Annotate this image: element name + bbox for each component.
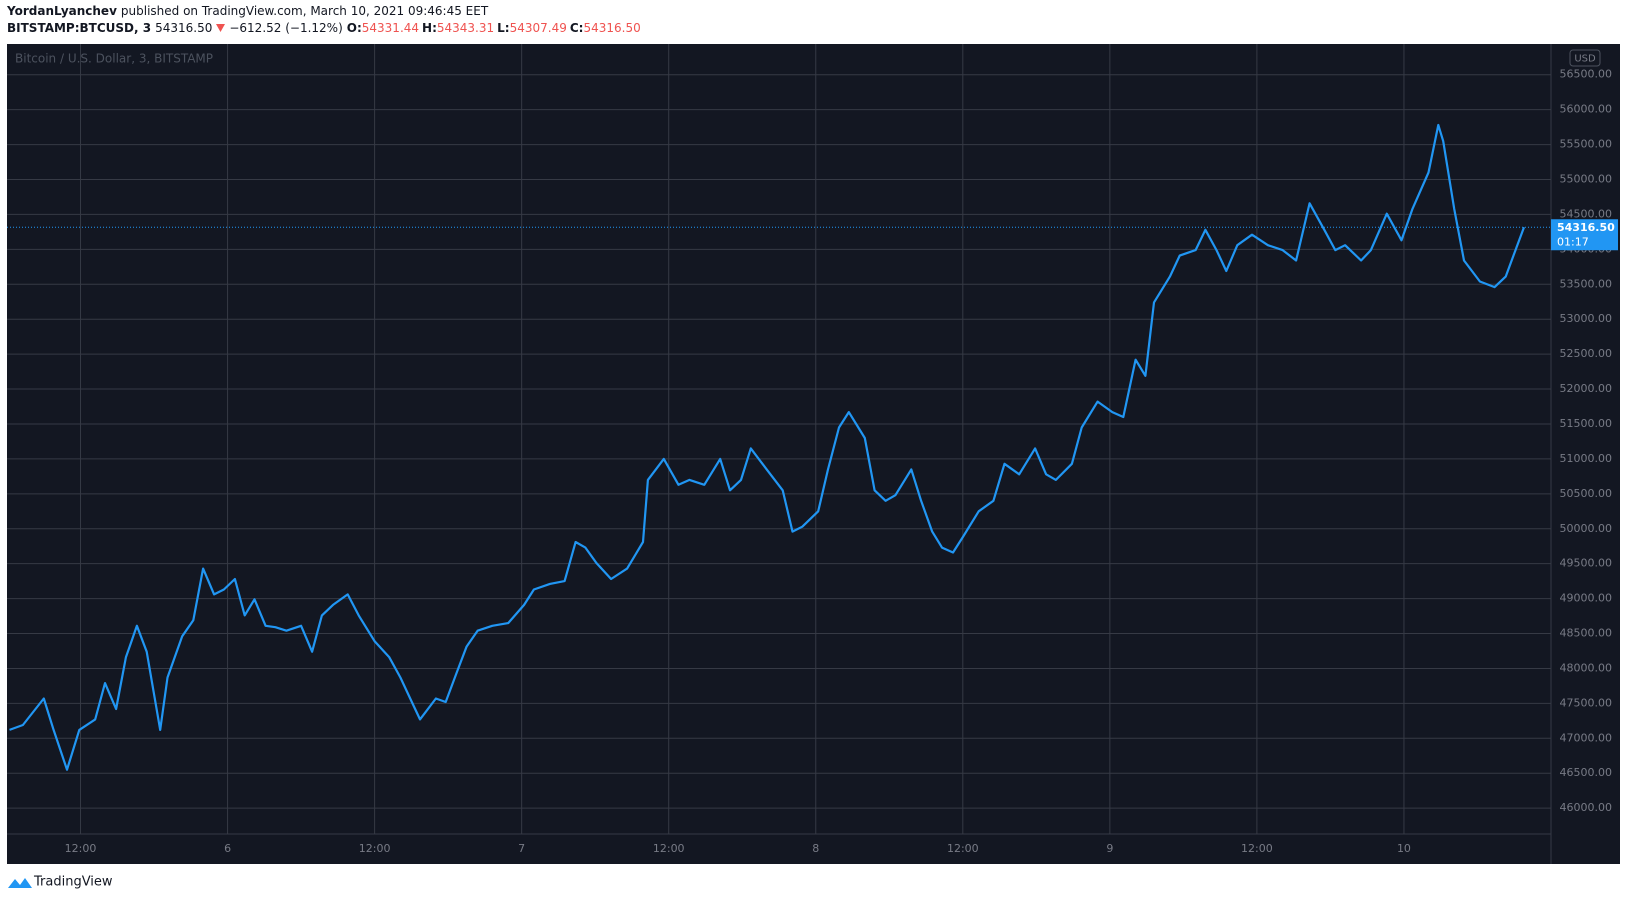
currency[interactable]: USD <box>1574 54 1596 65</box>
x-tick-label: 9 <box>1106 842 1113 855</box>
chart-title: Bitcoin / U.S. Dollar, 3, BITSTAMP <box>15 52 213 66</box>
y-tick-label: 56500.00 <box>1560 68 1613 81</box>
y-tick-label: 53000.00 <box>1560 312 1613 325</box>
x-tick-label: 12:00 <box>947 842 979 855</box>
brand: TradingView <box>33 875 113 890</box>
ohlc-value: 54307.49 <box>509 21 567 35</box>
x-tick-label: 12:00 <box>1241 842 1273 855</box>
ohlc-value: 54316.50 <box>583 21 641 35</box>
x-tick-label: 10 <box>1397 842 1411 855</box>
y-tick-label: 53500.00 <box>1560 277 1613 290</box>
y-tick-label: 50000.00 <box>1560 522 1613 535</box>
y-tick-label: 52500.00 <box>1560 347 1613 360</box>
last-price-label: 54316.50 <box>1557 221 1615 234</box>
brand-logo <box>8 878 32 888</box>
price: 54316.50 <box>155 21 213 35</box>
x-tick-label: 7 <box>518 842 525 855</box>
y-tick-label: 55500.00 <box>1560 138 1613 151</box>
y-tick-label: 48000.00 <box>1560 661 1613 674</box>
y-tick-label: 46500.00 <box>1560 766 1613 779</box>
y-tick-label: 49000.00 <box>1560 592 1613 605</box>
symbol-line: BITSTAMP:BTCUSD, 3 54316.50 −612.52 (−1.… <box>7 21 641 35</box>
y-tick-label: 52000.00 <box>1560 382 1613 395</box>
y-tick-label: 51500.00 <box>1560 417 1613 430</box>
ohlc-item: H:54343.31 <box>422 21 494 35</box>
x-tick-label: 12:00 <box>653 842 685 855</box>
y-tick-label: 47000.00 <box>1560 731 1613 744</box>
published-info: published on TradingView.com, March 10, … <box>120 4 489 18</box>
y-tick-label: 47500.00 <box>1560 696 1613 709</box>
y-tick-label: 56000.00 <box>1560 103 1613 116</box>
ohlc: O:54331.44 H:54343.31 L:54307.49 C:54316.50 <box>347 21 641 35</box>
ohlc-label: H: <box>422 21 437 35</box>
ohlc-value: 54343.31 <box>436 21 495 35</box>
x-tick-label: 12:00 <box>359 842 391 855</box>
ohlc-label: O: <box>346 21 362 35</box>
ohlc-item: O:54331.44 <box>347 21 419 35</box>
currency-box[interactable] <box>1569 49 1601 67</box>
down-arrow <box>216 24 226 32</box>
y-tick-label: 46000.00 <box>1560 801 1613 814</box>
y-tick-label: 51000.00 <box>1560 452 1613 465</box>
publish-line: YordanLyanchev published on TradingView.… <box>7 4 488 18</box>
y-tick-label: 50500.00 <box>1560 487 1613 500</box>
y-tick-label: 48500.00 <box>1560 627 1613 640</box>
ohlc-item: C:54316.50 <box>570 21 641 35</box>
x-tick-label: 12:00 <box>65 842 97 855</box>
chart-panel <box>7 44 1620 864</box>
price-line <box>9 123 1526 771</box>
y-tick-label: 55000.00 <box>1560 173 1613 186</box>
ohlc-label: C: <box>569 21 584 35</box>
y-tick-label: 54500.00 <box>1560 207 1613 220</box>
y-tick-label: 49500.00 <box>1560 557 1613 570</box>
x-tick-label: 6 <box>224 842 231 855</box>
ohlc-label: L: <box>497 21 510 35</box>
last-price-tag <box>1551 219 1618 251</box>
ohlc-item: L:54307.49 <box>497 21 567 35</box>
change: −612.52 (−1.12%) <box>229 21 343 35</box>
author: YordanLyanchev <box>7 4 117 18</box>
symbol: BITSTAMP:BTCUSD, 3 <box>7 21 152 35</box>
countdown: 01:17 <box>1557 235 1589 248</box>
x-tick-label: 8 <box>812 842 819 855</box>
ohlc-value: 54331.44 <box>361 21 420 35</box>
